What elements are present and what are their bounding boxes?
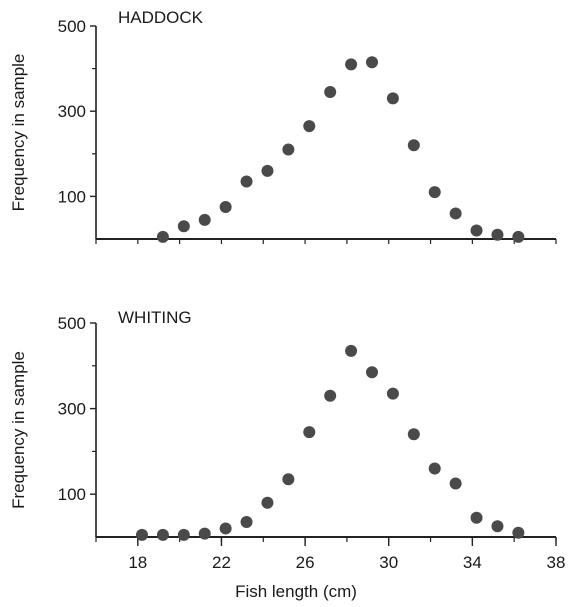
data-point: [386, 387, 399, 400]
panel-whiting: 100 300 500 18 22 26 30 34 38 Frequency in sample…: [9, 308, 565, 601]
data-point: [303, 426, 316, 439]
data-point: [219, 201, 232, 214]
x-tick-label: 18: [128, 553, 147, 572]
data-point: [177, 220, 190, 233]
data-point: [198, 213, 211, 226]
data-point: [428, 462, 441, 475]
y-tick-label: 100: [58, 485, 86, 504]
data-point: [177, 528, 190, 541]
data-point: [240, 175, 253, 188]
data-point: [156, 528, 169, 541]
panel-label: WHITING: [118, 308, 192, 327]
y-axis-label: Frequency in sample: [9, 351, 28, 509]
y-tick-label: 300: [58, 102, 86, 121]
y-tick-label: 100: [58, 187, 86, 206]
data-point: [407, 428, 420, 441]
data-point: [407, 139, 420, 152]
data-point: [470, 224, 483, 237]
data-point: [386, 92, 399, 105]
data-point: [512, 230, 525, 243]
x-axis-label: Fish length (cm): [235, 582, 357, 601]
data-point: [428, 186, 441, 199]
x-tick-label: 38: [547, 553, 566, 572]
data-point: [240, 516, 253, 529]
x-tick-label: 30: [379, 553, 398, 572]
data-point: [324, 389, 337, 402]
data-point: [261, 496, 274, 509]
data-point: [449, 477, 462, 490]
data-point: [303, 120, 316, 133]
panel-label: HADDOCK: [118, 8, 204, 27]
x-tick-label: 22: [212, 553, 231, 572]
data-point: [198, 527, 211, 540]
data-point: [136, 528, 148, 541]
data-point: [345, 58, 358, 71]
data-point: [156, 230, 169, 243]
y-tick-label: 300: [58, 400, 86, 419]
data-point: [491, 228, 504, 241]
data-point: [366, 56, 378, 69]
y-axis-label: Frequency in sample: [9, 54, 28, 212]
data-point: [449, 207, 462, 220]
data-point: [219, 522, 232, 535]
data-point: [491, 520, 504, 533]
data-point: [470, 511, 483, 524]
y-tick-label: 500: [58, 17, 86, 36]
data-point: [282, 143, 295, 156]
data-point: [282, 473, 295, 486]
data-point: [261, 164, 274, 177]
data-point: [366, 366, 378, 379]
data-point: [324, 86, 337, 99]
y-tick-label: 500: [58, 314, 86, 333]
x-tick-label: 34: [463, 553, 482, 572]
data-point: [345, 344, 358, 357]
data-point: [512, 526, 525, 539]
panel-haddock: 100 300 500 Frequency in sample HADDOCK: [9, 8, 557, 244]
x-tick-label: 26: [296, 553, 315, 572]
